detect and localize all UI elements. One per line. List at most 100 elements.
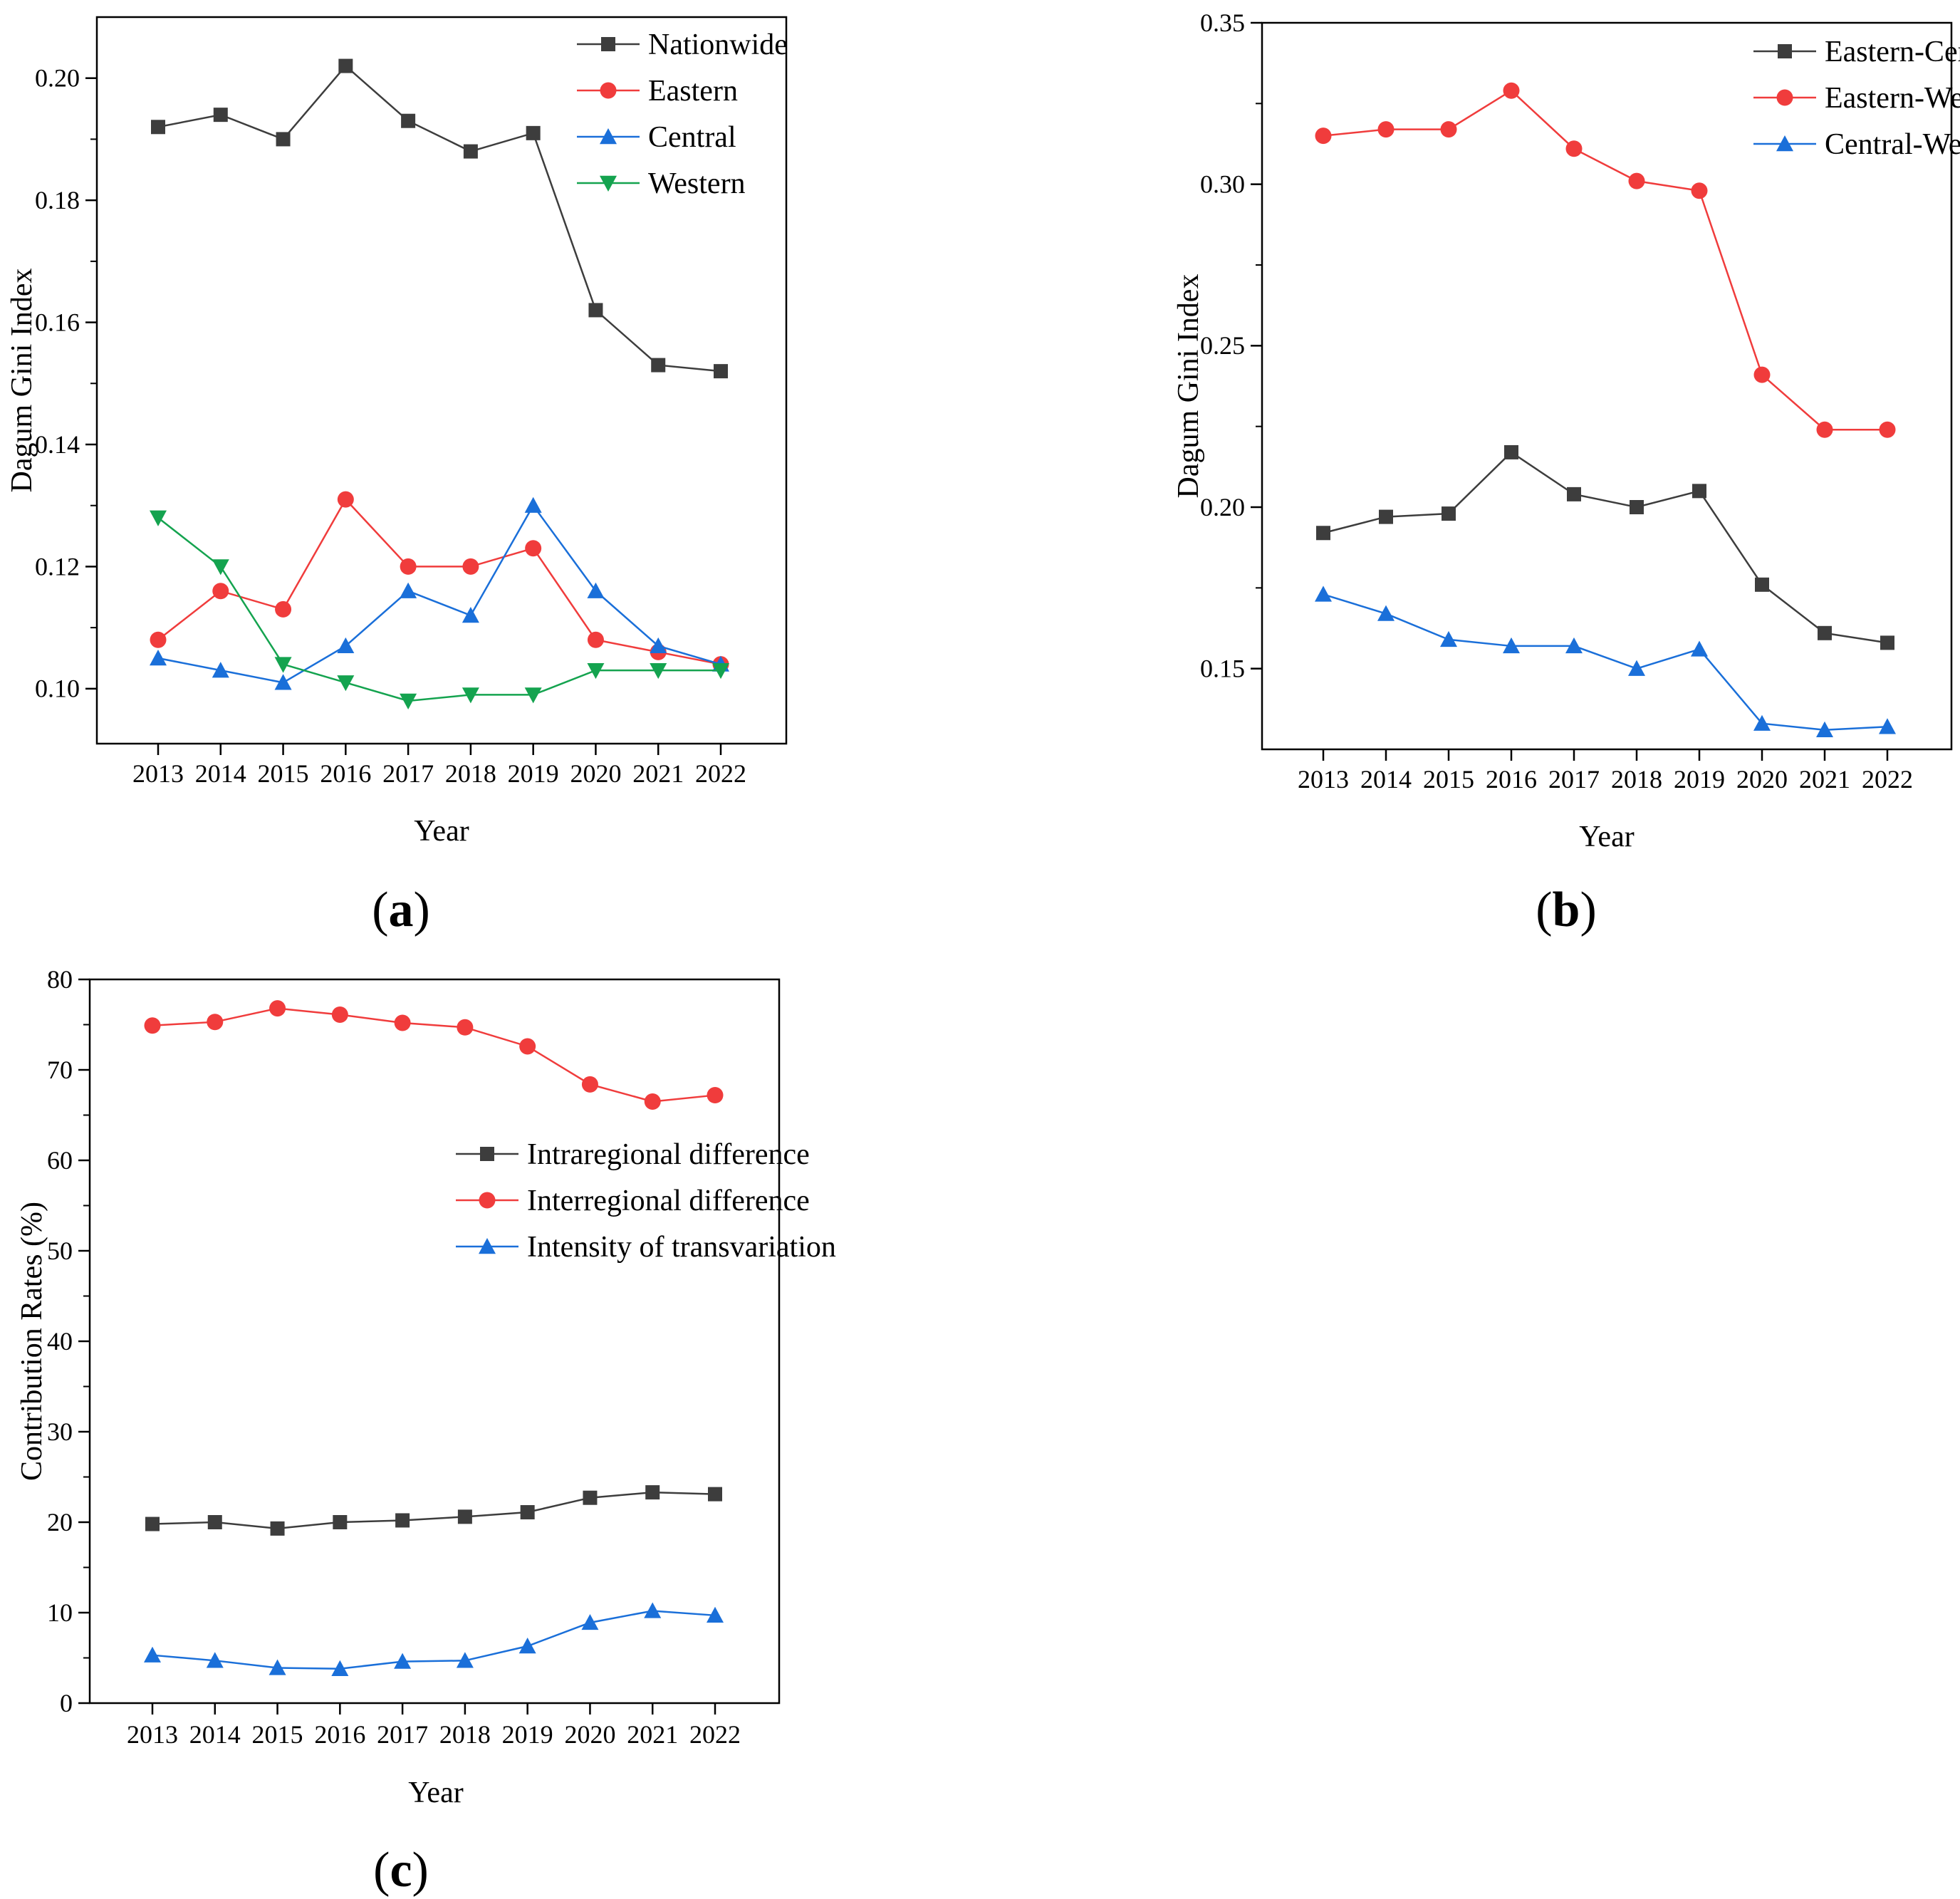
data-point bbox=[1565, 140, 1583, 157]
data-point bbox=[520, 1505, 535, 1520]
legend-marker bbox=[479, 1238, 496, 1254]
legend-entry: Intraregional difference bbox=[527, 1138, 810, 1171]
x-tick-label: 2022 bbox=[1862, 765, 1913, 794]
data-point bbox=[394, 1653, 412, 1669]
y-tick-label: 0.18 bbox=[35, 186, 80, 214]
y-tick-label: 60 bbox=[47, 1146, 73, 1175]
data-point bbox=[1628, 660, 1645, 676]
data-point bbox=[276, 132, 291, 147]
panel-label: (c) bbox=[373, 1843, 429, 1898]
data-point bbox=[401, 113, 416, 128]
x-tick-label: 2017 bbox=[1548, 765, 1600, 794]
y-tick-label: 0.16 bbox=[35, 308, 80, 336]
data-point bbox=[1442, 506, 1456, 521]
series-line bbox=[152, 1491, 716, 1530]
legend-entry: Interregional difference bbox=[527, 1185, 810, 1217]
y-tick-label: 0.12 bbox=[35, 552, 80, 581]
y-tick-label: 20 bbox=[47, 1508, 73, 1536]
x-axis-label: Year bbox=[414, 815, 469, 848]
legend-entry: Eastern-Western bbox=[1825, 82, 1960, 115]
data-point bbox=[337, 675, 355, 692]
x-tick-label: 2018 bbox=[1611, 765, 1662, 794]
data-point bbox=[1879, 718, 1896, 734]
y-tick-label: 40 bbox=[47, 1327, 73, 1356]
x-tick-label: 2015 bbox=[258, 759, 309, 788]
chart-panel-b: 0.15 0.20 0.25 0.30 0.35 2013 2014 2015 2016 2017… bbox=[1172, 9, 1960, 937]
data-point bbox=[400, 558, 417, 575]
x-tick-label: 2020 bbox=[570, 759, 621, 788]
data-point bbox=[1879, 421, 1896, 438]
series-line bbox=[157, 64, 721, 373]
data-point bbox=[524, 496, 542, 513]
data-point bbox=[1753, 714, 1771, 731]
data-point bbox=[457, 1019, 474, 1036]
y-tick-label: 0.35 bbox=[1200, 9, 1245, 37]
data-point bbox=[269, 1659, 286, 1675]
data-point bbox=[645, 1485, 660, 1500]
data-point bbox=[331, 1006, 348, 1024]
x-tick-label: 2022 bbox=[689, 1720, 741, 1749]
series-eastern bbox=[150, 491, 729, 673]
y-tick-label: 30 bbox=[47, 1417, 73, 1446]
data-point bbox=[1753, 366, 1771, 383]
y-tick-label: 0.15 bbox=[1200, 655, 1245, 683]
legend-marker bbox=[480, 1147, 494, 1161]
data-point bbox=[1565, 637, 1583, 654]
x-tick-label: 2019 bbox=[508, 759, 559, 788]
x-tick-label: 2013 bbox=[132, 759, 184, 788]
data-point bbox=[212, 559, 229, 576]
x-tick-label: 2015 bbox=[1423, 765, 1474, 794]
y-tick-label: 0.10 bbox=[35, 675, 80, 703]
data-point bbox=[1816, 721, 1833, 737]
chart-panel-a: 0.10 0.12 0.14 0.16 0.18 0.20 2013 2014 2015 2016… bbox=[6, 16, 788, 937]
data-point bbox=[587, 662, 605, 680]
data-point bbox=[150, 631, 167, 648]
y-tick-label: 10 bbox=[47, 1598, 73, 1627]
series-central-western bbox=[1315, 586, 1896, 737]
y-tick-label: 0 bbox=[60, 1689, 73, 1717]
data-point bbox=[212, 583, 229, 600]
y-axis-label: Dagum Gini Index bbox=[1172, 274, 1205, 499]
data-point bbox=[524, 687, 542, 704]
data-point bbox=[1692, 484, 1706, 499]
legend-marker bbox=[1776, 89, 1793, 106]
data-point bbox=[275, 600, 292, 618]
y-tick-label: 70 bbox=[47, 1056, 73, 1084]
data-point bbox=[1315, 586, 1332, 602]
legend-marker bbox=[479, 1192, 496, 1209]
data-point bbox=[457, 1509, 472, 1524]
series-line bbox=[157, 516, 721, 702]
x-tick-label: 2018 bbox=[439, 1720, 491, 1749]
panel-label: (b) bbox=[1536, 883, 1597, 937]
data-point bbox=[1630, 500, 1644, 514]
data-point bbox=[150, 510, 167, 526]
data-point bbox=[708, 1487, 722, 1502]
data-point bbox=[1503, 82, 1520, 99]
data-point bbox=[587, 631, 604, 648]
series-eastern-central bbox=[1316, 444, 1894, 650]
data-point bbox=[712, 662, 729, 680]
legend-entry: Intensity of transvariation bbox=[527, 1231, 836, 1264]
data-point bbox=[150, 650, 167, 666]
series-eastern-western bbox=[1315, 82, 1896, 438]
legend-entry: Nationwide bbox=[648, 28, 788, 61]
data-point bbox=[274, 657, 292, 673]
series-line bbox=[1323, 451, 1888, 644]
legend-marker bbox=[600, 128, 617, 145]
data-point bbox=[463, 144, 478, 159]
x-tick-label: 2021 bbox=[1799, 765, 1850, 794]
data-point bbox=[1377, 605, 1395, 621]
x-tick-label: 2021 bbox=[632, 759, 684, 788]
series-line bbox=[152, 1610, 716, 1670]
chart-panel-c: 0 10 20 30 40 50 60 70 80 2013 2014 2015 2016 2017 201… bbox=[16, 965, 836, 1898]
legend: Nationwide Eastern Central Western bbox=[577, 28, 788, 200]
series-intensity-of-transvariation bbox=[144, 1602, 724, 1676]
data-point bbox=[145, 1516, 160, 1531]
data-point bbox=[525, 540, 542, 557]
data-point bbox=[1377, 121, 1395, 138]
series-line bbox=[1323, 89, 1887, 431]
data-point bbox=[581, 1076, 598, 1093]
data-point bbox=[462, 687, 479, 704]
data-point bbox=[400, 693, 417, 709]
